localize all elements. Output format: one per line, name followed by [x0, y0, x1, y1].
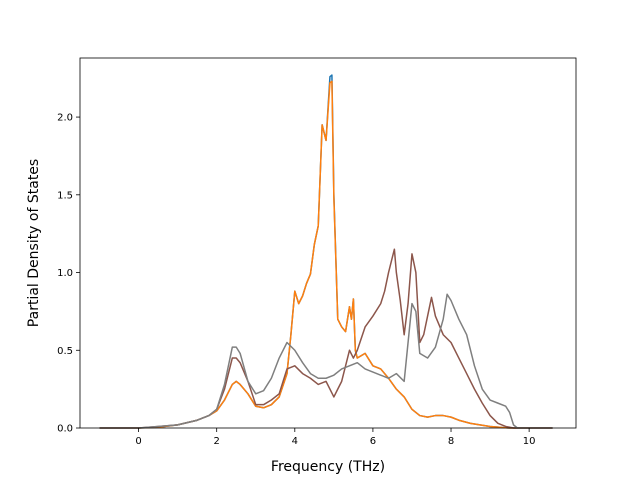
plot-frame — [79, 57, 577, 429]
x-tick-label: 0 — [135, 436, 141, 447]
x-axis-label: Frequency (THz) — [271, 459, 385, 475]
y-tick-label: 1.5 — [57, 190, 73, 201]
y-axis-label: Partial Density of States — [26, 159, 42, 327]
ticks-layer: 0 2 4 6 8 10 0.0 0.5 1.0 1.5 2.0 — [57, 113, 535, 447]
y-tick-label: 0.0 — [57, 424, 73, 435]
x-tick-label: 6 — [370, 436, 376, 447]
x-tick-label: 2 — [214, 436, 220, 447]
series-line-4 — [99, 293, 553, 429]
series-line-3 — [99, 248, 553, 429]
y-tick-label: 2.0 — [57, 113, 73, 124]
y-tick-label: 1.0 — [57, 268, 73, 279]
x-tick-label: 10 — [523, 436, 536, 447]
x-tick-label: 4 — [292, 436, 298, 447]
series-line-2 — [99, 80, 553, 429]
series-layer — [99, 74, 553, 429]
x-tick-label: 8 — [448, 436, 454, 447]
y-tick-label: 0.5 — [57, 346, 73, 357]
